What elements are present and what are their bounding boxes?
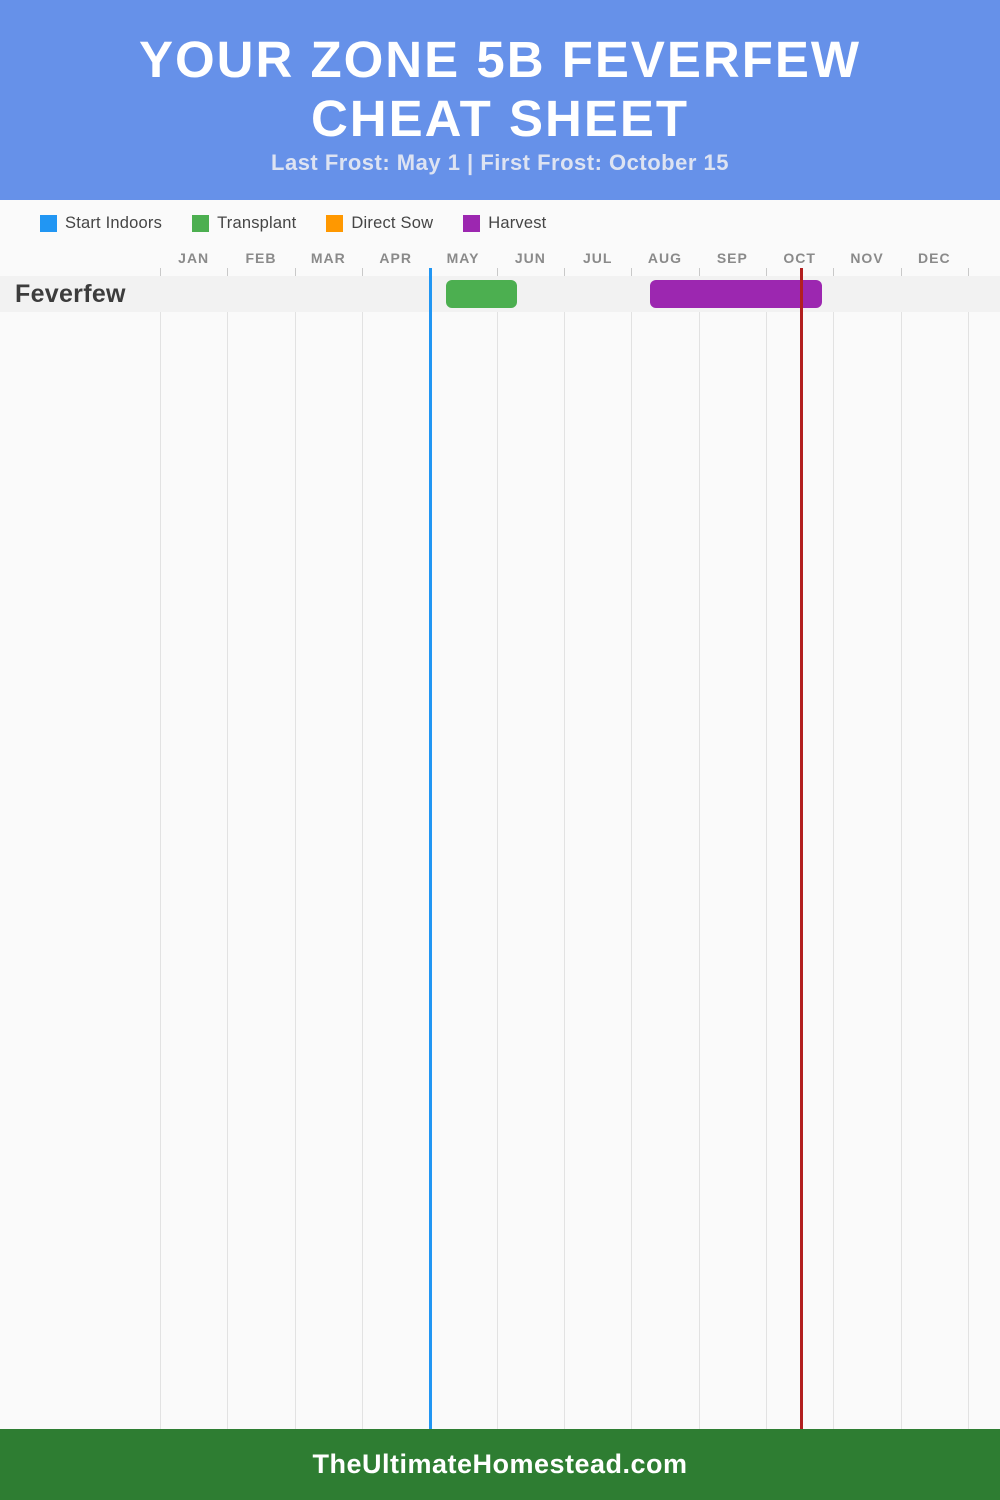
legend-item-direct-sow: Direct Sow — [326, 214, 433, 233]
task-bar-harvest — [650, 280, 822, 308]
month-gridline — [833, 268, 835, 1429]
month-label-jul: JUL — [582, 250, 613, 266]
month-gridline — [160, 268, 161, 1429]
month-gridline — [496, 268, 498, 1429]
page-title-line2: CHEAT SHEET — [310, 90, 690, 147]
month-label-aug: AUG — [647, 250, 683, 266]
legend-item-transplant: Transplant — [192, 214, 296, 233]
website-url: TheUltimateHomestead.com — [312, 1449, 688, 1479]
month-tick — [900, 268, 902, 277]
month-tick — [227, 268, 229, 277]
month-label-dec: DEC — [918, 250, 951, 266]
legend-item-label: Transplant — [217, 213, 297, 232]
month-tick — [833, 268, 835, 277]
legend: Start Indoors Transplant Direct Sow Harvest — [0, 200, 1000, 246]
month-tick — [631, 268, 633, 277]
legend-swatch-icon — [463, 214, 481, 232]
legend-swatch-icon — [192, 214, 210, 232]
timeline-chart: JAN FEB MAR APR MAY JUN JUL AUG SEP OCT NOV DEC Feve… — [0, 246, 1000, 1429]
row-label-feverfew: Feverfew — [15, 280, 126, 308]
header-banner: YOUR ZONE 5B FEVERFEW CHEAT SHEET Last F… — [0, 0, 1000, 200]
month-label-apr: APR — [379, 250, 412, 266]
month-label-jun: JUN — [514, 250, 546, 266]
last-frost-line — [429, 268, 433, 1429]
month-gridline — [900, 268, 902, 1429]
month-tick — [160, 268, 161, 277]
month-label-oct: OCT — [783, 250, 816, 266]
month-label-feb: FEB — [245, 250, 277, 266]
frost-dates-subtitle: Last Frost: May 1 | First Frost: October… — [271, 150, 729, 175]
legend-item-start-indoors: Start Indoors — [40, 214, 162, 233]
legend-item-label: Harvest — [488, 213, 547, 232]
month-label-jan: JAN — [178, 250, 210, 266]
legend-swatch-icon — [40, 214, 57, 232]
month-tick — [766, 268, 767, 277]
month-label-sep: SEP — [716, 250, 748, 266]
month-tick — [698, 268, 700, 277]
month-tick — [968, 268, 969, 277]
month-gridline — [362, 268, 363, 1429]
first-frost-line — [800, 268, 804, 1429]
month-tick — [294, 268, 296, 277]
month-label-nov: NOV — [850, 250, 884, 266]
month-gridline — [968, 268, 969, 1429]
legend-swatch-icon — [326, 214, 344, 232]
month-label-mar: MAR — [310, 250, 346, 266]
month-gridline — [294, 268, 296, 1429]
legend-item-label: Direct Sow — [351, 213, 434, 232]
footer-banner: TheUltimateHomestead.com — [0, 1429, 1000, 1500]
month-gridline — [631, 268, 633, 1429]
month-tick — [496, 268, 498, 277]
month-gridline — [698, 268, 700, 1429]
legend-item-label: Start Indoors — [65, 213, 163, 232]
task-bar-transplant — [446, 280, 517, 308]
month-tick — [362, 268, 363, 277]
month-gridline — [766, 268, 767, 1429]
month-tick — [564, 268, 565, 277]
month-gridline — [227, 268, 229, 1429]
legend-item-harvest: Harvest — [463, 214, 546, 233]
month-label-may: MAY — [446, 250, 480, 266]
page-title-line1: YOUR ZONE 5B FEVERFEW — [138, 31, 862, 88]
month-gridline — [564, 268, 565, 1429]
